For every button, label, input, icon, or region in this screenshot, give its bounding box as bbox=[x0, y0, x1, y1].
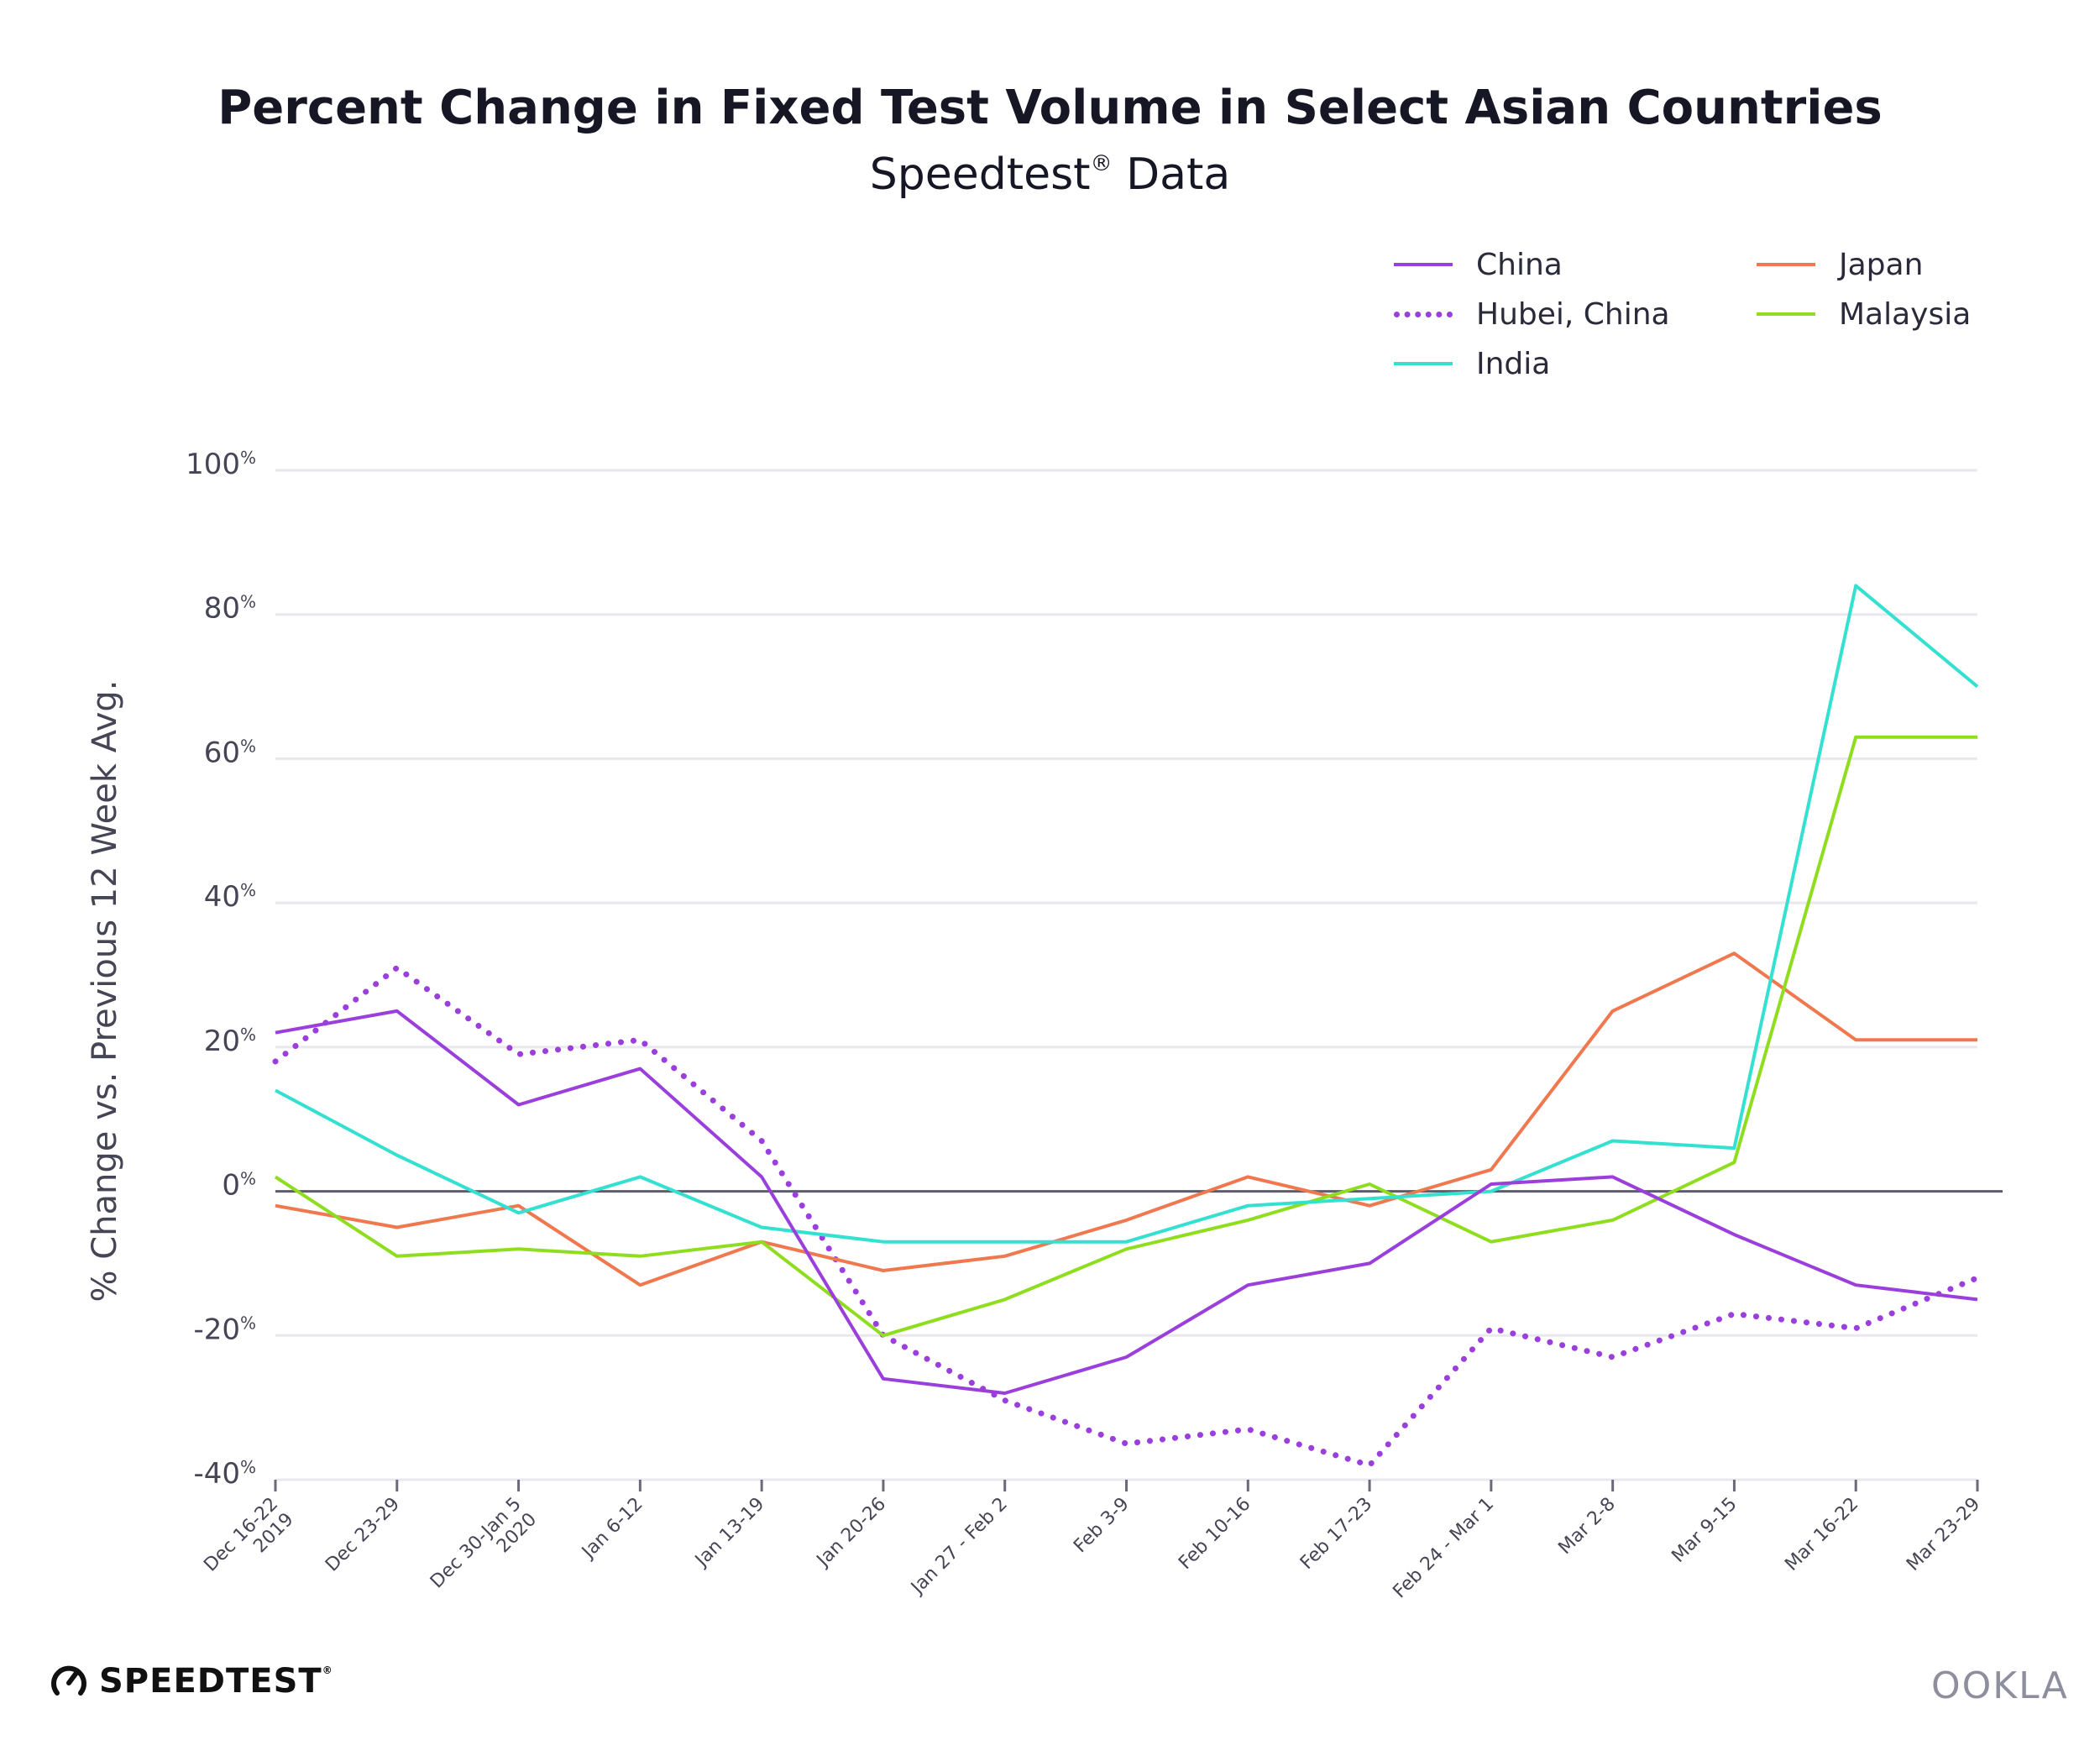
legend-item-hubei: Hubei, China bbox=[1394, 293, 1670, 335]
x-tick-label: Dec 23-29 bbox=[322, 1494, 404, 1576]
chart-subtitle: Speedtest® Data bbox=[0, 149, 2100, 200]
chart-legend: China Hubei, China India Japan Malaysia bbox=[1394, 244, 2032, 395]
y-tick-unit: % bbox=[240, 1457, 256, 1477]
speedtest-label: SPEEDTEST bbox=[99, 1662, 322, 1701]
x-tick-group: Mar 2-8 bbox=[1555, 1494, 1620, 1559]
legend-swatch-china bbox=[1394, 263, 1453, 266]
x-tick-label: Mar 9-15 bbox=[1668, 1494, 1741, 1567]
x-tick-group: Feb 3-9 bbox=[1070, 1494, 1134, 1558]
series-line-india bbox=[275, 584, 1979, 1244]
y-tick-label: 40% bbox=[204, 880, 256, 914]
gridlines bbox=[274, 469, 2003, 1491]
y-tick-label: -40% bbox=[193, 1457, 256, 1491]
x-tick-group: Feb 24 - Mar 1 bbox=[1389, 1494, 1498, 1603]
x-tick-group: Mar 23-29 bbox=[1903, 1494, 1984, 1575]
x-tick-group: Jan 6-12 bbox=[577, 1494, 647, 1564]
x-tick-group: Jan 13-19 bbox=[690, 1494, 768, 1572]
y-tick-label: -20% bbox=[193, 1313, 256, 1346]
y-tick-unit: % bbox=[240, 1313, 256, 1333]
y-tick-label: 20% bbox=[204, 1025, 256, 1058]
x-tick-group: Mar 16-22 bbox=[1781, 1494, 1862, 1575]
x-tick-label: Feb 24 - Mar 1 bbox=[1389, 1494, 1498, 1603]
legend-swatch-japan bbox=[1757, 263, 1815, 266]
x-tick-group: Jan 27 - Feb 2 bbox=[906, 1494, 1012, 1600]
speedtest-wordmark: SPEEDTEST® bbox=[99, 1662, 333, 1701]
y-tick-unit: % bbox=[240, 880, 256, 900]
y-tick-unit: % bbox=[240, 736, 256, 756]
y-tick-label: 80% bbox=[204, 592, 256, 626]
legend-label-china: China bbox=[1476, 247, 1563, 282]
subtitle-text-rest: Data bbox=[1112, 149, 1231, 200]
y-tick-label: 60% bbox=[204, 736, 256, 769]
y-tick-label: 100% bbox=[186, 448, 256, 481]
x-tick-label: Feb 10-16 bbox=[1175, 1494, 1254, 1574]
y-tick-unit: % bbox=[240, 1169, 256, 1189]
y-tick-unit: % bbox=[240, 448, 256, 468]
x-tick-label: Mar 23-29 bbox=[1903, 1494, 1984, 1575]
ookla-logo: OOKLA bbox=[1931, 1664, 2069, 1707]
legend-label-malaysia: Malaysia bbox=[1839, 296, 1972, 332]
x-tick-group: Dec 23-29 bbox=[322, 1494, 404, 1576]
series-line-malaysia bbox=[274, 735, 1977, 1338]
x-tick-label: Jan 20-26 bbox=[812, 1494, 890, 1572]
x-tick-label: Feb 17-23 bbox=[1296, 1494, 1376, 1574]
x-tick-label: Jan 6-12 bbox=[577, 1494, 647, 1564]
speedtest-logo: SPEEDTEST® bbox=[49, 1661, 333, 1701]
x-tick-group: Mar 9-15 bbox=[1668, 1494, 1741, 1567]
legend-label-japan: Japan bbox=[1839, 247, 1924, 282]
legend-swatch-hubei bbox=[1394, 311, 1453, 317]
series-line-china bbox=[275, 1009, 1978, 1395]
x-tick-group: Jan 20-26 bbox=[812, 1494, 890, 1572]
legend-swatch-malaysia bbox=[1757, 312, 1815, 316]
y-tick-labels: 100% 80% 60% 40% 20% 0% -20% -40% bbox=[186, 448, 256, 1491]
subtitle-text: Speedtest bbox=[869, 149, 1091, 200]
series-line-hubei-china bbox=[272, 964, 1981, 1469]
x-tick-label: Feb 3-9 bbox=[1070, 1494, 1134, 1558]
x-tick-label: Jan 13-19 bbox=[690, 1494, 768, 1572]
speedtest-mark: ® bbox=[322, 1664, 333, 1676]
y-tick-unit: % bbox=[240, 592, 256, 612]
legend-label-hubei: Hubei, China bbox=[1476, 296, 1670, 332]
y-tick-label: 0% bbox=[222, 1169, 256, 1203]
legend-item-malaysia: Malaysia bbox=[1757, 293, 1971, 335]
legend-item-india: India bbox=[1394, 343, 1550, 385]
legend-swatch-india bbox=[1394, 362, 1453, 365]
x-tick-group: Feb 17-23 bbox=[1296, 1494, 1376, 1574]
legend-item-china: China bbox=[1394, 244, 1563, 286]
y-tick-unit: % bbox=[240, 1025, 256, 1045]
x-tick-label: Mar 16-22 bbox=[1781, 1494, 1862, 1575]
registered-mark: ® bbox=[1090, 151, 1113, 176]
chart-title: Percent Change in Fixed Test Volume in S… bbox=[217, 81, 1883, 135]
series-line-japan bbox=[275, 951, 1977, 1287]
series-lines bbox=[272, 584, 1981, 1469]
x-tick-group: Feb 10-16 bbox=[1175, 1494, 1254, 1574]
legend-item-japan: Japan bbox=[1757, 244, 1923, 286]
x-tick-label: Jan 27 - Feb 2 bbox=[906, 1494, 1012, 1600]
legend-label-india: India bbox=[1476, 346, 1551, 381]
speedometer-icon bbox=[51, 1665, 86, 1696]
x-tick-label: Mar 2-8 bbox=[1555, 1494, 1620, 1559]
